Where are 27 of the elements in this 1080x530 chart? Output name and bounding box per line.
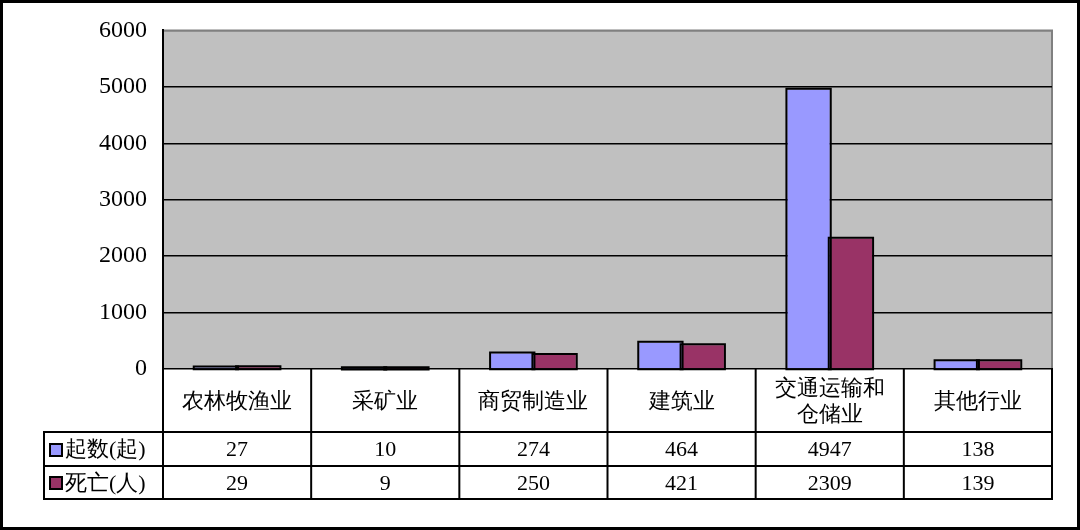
y-tick-label: 5000 [99,72,147,99]
x-tick-label: 采矿业 [352,387,419,413]
legend-label: 起数(起) [65,436,146,461]
y-tick-label: 3000 [99,185,147,211]
data-label: 10 [374,436,397,461]
x-tick-label: 交通运输和仓储业 [774,374,885,426]
y-tick-label: 2000 [99,241,147,268]
data-label: 464 [665,436,699,461]
data-label: 138 [961,436,995,461]
data-label: 4947 [807,436,852,461]
y-tick-label: 1000 [99,297,147,324]
x-tick-label: 其他行业 [933,387,1022,413]
data-label: 27 [226,436,249,461]
x-tick-label: 商贸制造业 [478,387,589,413]
y-tick-label: 0 [135,354,147,381]
x-tick-label: 农林牧渔业 [182,387,293,413]
legend-label: 死亡(人) [65,469,146,495]
data-label: 250 [516,469,550,495]
data-label: 29 [226,469,249,495]
y-tick-label: 4000 [99,128,147,155]
data-label: 421 [665,469,699,495]
data-label: 274 [516,436,550,461]
data-label: 9 [379,469,391,495]
data-label: 2309 [807,469,852,495]
data-label: 139 [961,469,995,495]
y-tick-label: 6000 [99,15,147,42]
x-tick-label: 建筑业 [648,387,715,413]
